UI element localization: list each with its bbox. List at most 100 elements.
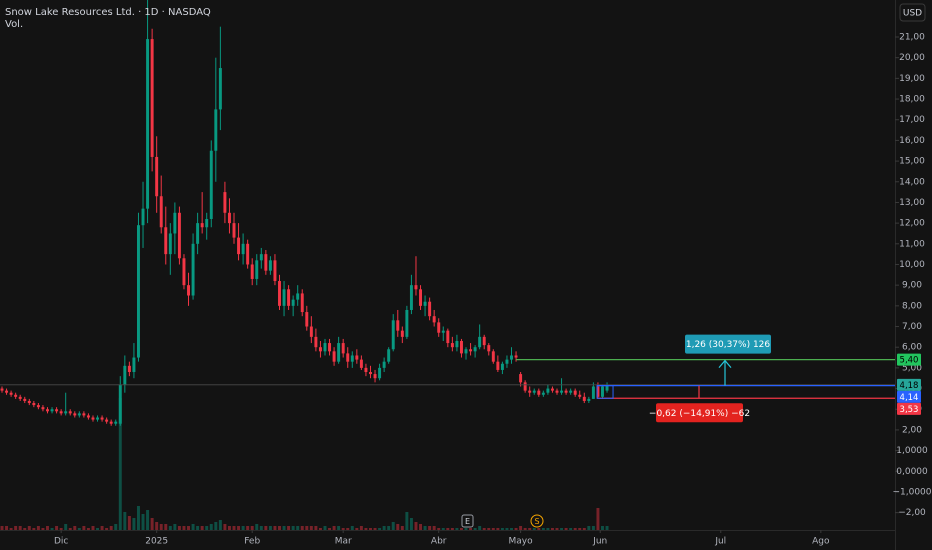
- volume-bar: [114, 524, 118, 530]
- volume-bar: [32, 528, 36, 530]
- candle-body: [255, 260, 259, 279]
- y-tick-label: 12,00: [899, 219, 925, 229]
- volume-bar: [500, 528, 504, 530]
- earnings-event-label: E: [465, 517, 470, 526]
- candle-body: [132, 357, 136, 373]
- candle-body: [150, 39, 154, 157]
- candle-body: [173, 212, 177, 234]
- candle-body: [546, 388, 550, 393]
- x-tick-label: Jul: [714, 537, 726, 547]
- y-tick-label: 13,00: [899, 198, 925, 208]
- volume-bar: [428, 526, 432, 530]
- volume-bar: [496, 528, 500, 530]
- volume-bar: [550, 528, 554, 530]
- volume-bar: [18, 526, 22, 530]
- volume-bar: [305, 526, 309, 530]
- candle-body: [423, 301, 427, 306]
- candle-body: [378, 367, 382, 379]
- volume-bar: [5, 526, 9, 530]
- candle-body: [268, 260, 272, 271]
- y-tick-label: 17,00: [899, 115, 925, 125]
- candle-body: [55, 409, 59, 412]
- volume-bar: [182, 526, 186, 530]
- candle-body: [209, 150, 213, 219]
- target-arrowhead: [718, 359, 732, 368]
- candle-body: [441, 330, 445, 333]
- dividend-event[interactable]: [530, 514, 544, 528]
- volume-bar: [118, 398, 122, 530]
- candle-body: [396, 320, 400, 331]
- candle-body: [82, 413, 86, 416]
- candle-body: [305, 312, 309, 327]
- x-tick-label: Mar: [335, 537, 352, 547]
- volume-bar: [250, 526, 254, 530]
- currency-button[interactable]: [899, 3, 926, 22]
- candle-layer: [0, 0, 609, 426]
- candle-body: [273, 260, 277, 282]
- candle-body: [332, 351, 336, 362]
- volume-bar: [419, 524, 423, 530]
- volume-bar: [146, 510, 150, 530]
- volume-bar: [132, 518, 136, 530]
- volume-bar: [237, 526, 241, 530]
- candle-body: [409, 285, 413, 310]
- volume-bar: [187, 526, 190, 530]
- candle-body: [446, 330, 450, 344]
- volume-bar: [287, 526, 291, 530]
- candle-body: [14, 394, 18, 397]
- candle-body: [496, 361, 500, 370]
- volume-bar: [314, 526, 318, 530]
- volume-bar: [50, 528, 54, 530]
- volume-bar: [150, 518, 154, 530]
- axis-layer: 21,00 20,00 19,00 18,00 17,00 16,00 15,00 14,00…: [54, 33, 932, 547]
- volume-bar: [155, 522, 159, 530]
- volume-bar: [337, 526, 341, 530]
- loss-box: [656, 403, 743, 423]
- candle-body: [510, 355, 513, 360]
- volume-bar: [296, 526, 300, 530]
- candle-body: [359, 359, 363, 368]
- candle-body: [218, 68, 222, 110]
- volume-bar: [546, 528, 550, 530]
- volume-bar: [523, 528, 527, 530]
- y-tick-label: 11,00: [899, 239, 925, 249]
- volume-bar: [86, 528, 90, 530]
- candle-body: [419, 289, 423, 306]
- candle-body: [214, 109, 218, 151]
- candle-body: [500, 363, 504, 370]
- chart-title: Snow Lake Resources Ltd. · 1D · NASDAQ: [5, 7, 211, 18]
- candle-body: [123, 365, 127, 385]
- candle-body: [73, 413, 77, 416]
- candle-body: [514, 355, 518, 358]
- position-tool[interactable]: 1,26 (30,37%) 126 −0,62 (−14,91%) −62: [0, 334, 895, 423]
- volume-bar: [601, 526, 604, 530]
- candle-body: [105, 419, 109, 422]
- candle-body: [569, 390, 573, 393]
- candle-body: [296, 293, 300, 300]
- candle-body: [187, 285, 190, 296]
- volume-bar: [541, 528, 545, 530]
- x-tick-label: 2025: [145, 537, 168, 547]
- earnings-event[interactable]: [461, 514, 474, 528]
- volume-bar: [387, 526, 391, 530]
- volume-bar: [141, 514, 145, 530]
- volume-bar: [23, 528, 27, 530]
- candle-body: [9, 392, 13, 395]
- volume-bar: [332, 526, 336, 530]
- candle-body: [550, 388, 554, 391]
- candle-body: [346, 353, 350, 362]
- volume-bar: [587, 526, 591, 530]
- volume-bar: [191, 524, 195, 530]
- volume-bar: [450, 528, 454, 530]
- candle-body: [432, 316, 436, 323]
- y-tick-label: 1,0000: [896, 446, 928, 456]
- candle-body: [278, 281, 281, 306]
- volume-bar: [578, 528, 582, 530]
- y-tick-label: −2,00: [898, 508, 926, 518]
- candle-body: [18, 396, 22, 399]
- volume-bar: [378, 528, 382, 530]
- candle-body: [291, 299, 295, 306]
- volume-bar: [569, 528, 573, 530]
- candle-body: [455, 340, 459, 348]
